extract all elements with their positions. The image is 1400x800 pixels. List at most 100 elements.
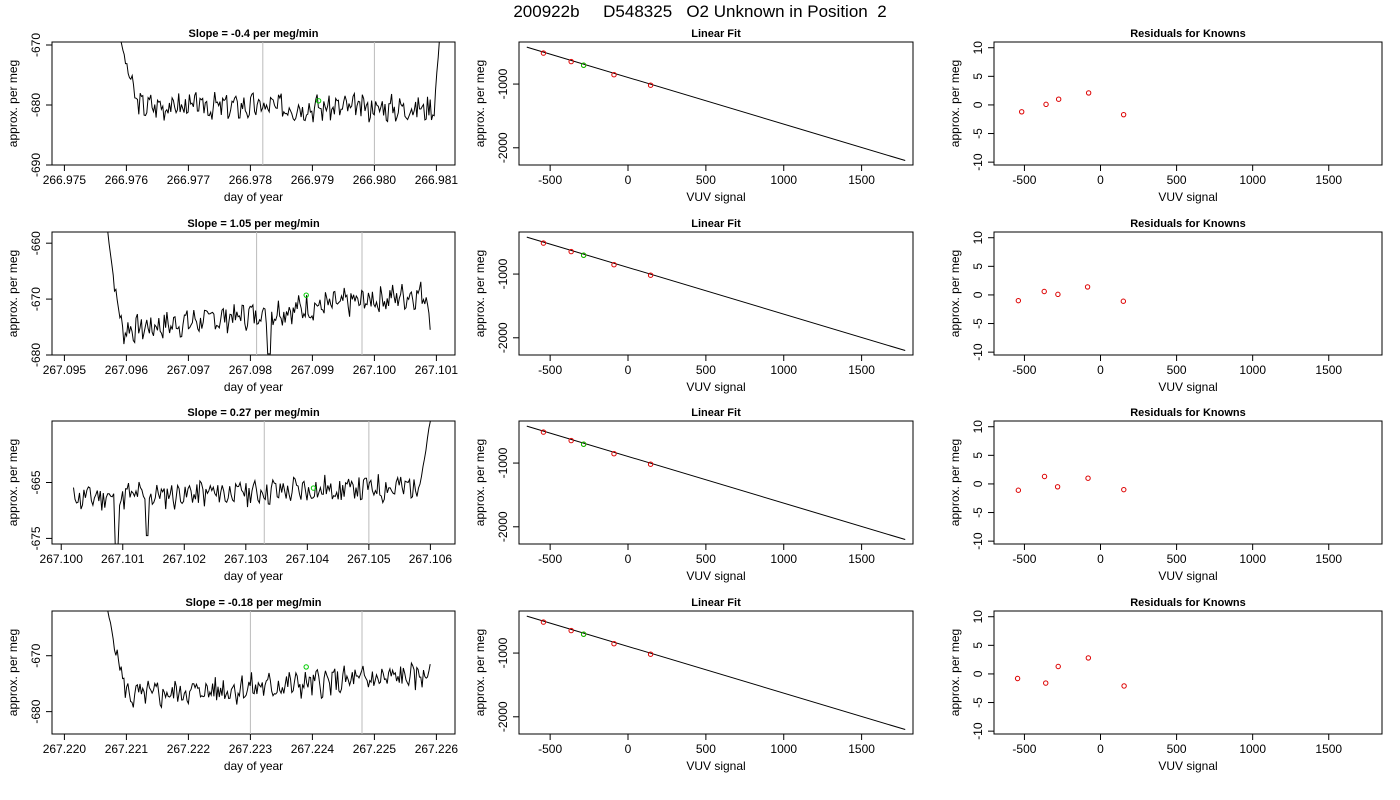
x-axis-label: VUV signal	[686, 190, 745, 204]
known-point	[540, 50, 547, 56]
plot-frame	[993, 420, 1383, 545]
y-tick-label: 5	[971, 642, 985, 649]
x-tick-label: 267.225	[353, 742, 397, 756]
x-tick-label: -500	[538, 742, 562, 756]
x-tick-label: 267.100	[353, 363, 397, 377]
y-tick-label: 10	[971, 420, 985, 434]
known-point	[647, 461, 654, 467]
x-tick-label: -500	[538, 363, 562, 377]
y-axis-label: approx. per meg	[948, 250, 962, 337]
x-tick-label: 267.103	[224, 552, 268, 566]
y-tick-label: -1000	[496, 68, 510, 99]
x-tick-label: -500	[538, 173, 562, 187]
plot-frame	[51, 231, 456, 356]
known-point	[647, 651, 654, 657]
unknown-point	[580, 252, 587, 258]
known-point	[1084, 284, 1091, 290]
x-tick-label: 267.226	[415, 742, 459, 756]
known-point	[611, 71, 617, 78]
y-tick-label: -660	[29, 231, 43, 255]
data-trace	[107, 611, 431, 709]
y-axis-label: approx. per meg	[473, 629, 487, 716]
panel-title: Residuals for Knowns	[1130, 28, 1246, 40]
y-tick-label: 0	[971, 670, 985, 677]
data-trace	[120, 42, 440, 123]
x-tick-label: 267.101	[101, 552, 145, 566]
known-point	[568, 437, 574, 444]
x-tick-label: 266.975	[43, 173, 87, 187]
y-tick-label: -675	[29, 526, 43, 550]
y-axis-label: approx. per meg	[473, 250, 487, 337]
panel-title: Linear Fit	[691, 218, 741, 230]
known-point	[1015, 297, 1022, 304]
fit-line	[526, 236, 906, 352]
x-tick-label: 500	[696, 173, 716, 187]
known-point	[1120, 111, 1127, 118]
y-tick-label: -1000	[496, 258, 510, 289]
y-tick-label: -680	[29, 93, 43, 117]
known-point	[540, 619, 547, 625]
x-tick-label: 1000	[770, 552, 797, 566]
y-tick-label: -10	[971, 722, 985, 740]
y-axis-label: approx. per meg	[473, 439, 487, 526]
x-tick-label: 1000	[1239, 173, 1266, 187]
unknown-point	[580, 441, 587, 447]
y-tick-label: 5	[971, 73, 985, 80]
plot-frame	[993, 610, 1383, 735]
panel-title: Residuals for Knowns	[1130, 218, 1246, 230]
x-tick-label: 0	[1097, 363, 1104, 377]
x-tick-label: 267.102	[163, 552, 207, 566]
y-axis-label: approx. per meg	[6, 60, 20, 147]
fit-line	[526, 615, 906, 731]
known-point	[1018, 109, 1025, 115]
unknown-point	[310, 485, 317, 491]
panel-title: Linear Fit	[691, 28, 741, 40]
x-tick-label: 267.221	[105, 742, 149, 756]
panel-title: Linear Fit	[691, 597, 741, 609]
known-point	[1014, 675, 1021, 682]
y-tick-label: -2000	[496, 511, 510, 542]
x-tick-label: 266.981	[415, 173, 459, 187]
y-axis-label: approx. per meg	[6, 629, 20, 716]
y-axis-label: approx. per meg	[6, 250, 20, 337]
y-axis-label: approx. per meg	[6, 439, 20, 526]
x-axis-label: VUV signal	[686, 380, 745, 394]
known-point	[1041, 473, 1048, 480]
x-tick-label: 1000	[1239, 363, 1266, 377]
y-tick-label: 5	[971, 263, 985, 270]
known-point	[611, 261, 617, 268]
x-tick-label: 267.224	[291, 742, 335, 756]
x-tick-label: 1500	[1315, 173, 1342, 187]
x-tick-label: 266.977	[167, 173, 211, 187]
panel-title: Residuals for Knowns	[1130, 597, 1246, 609]
unknown-point	[580, 62, 587, 68]
x-tick-label: -500	[538, 552, 562, 566]
x-tick-label: 500	[696, 742, 716, 756]
panel-title: Slope = -0.4 per meg/min	[189, 28, 319, 40]
x-tick-label: 0	[1097, 173, 1104, 187]
x-tick-label: 0	[625, 363, 632, 377]
y-tick-label: -2000	[496, 132, 510, 163]
y-tick-label: -10	[971, 343, 985, 361]
x-tick-label: 0	[625, 552, 632, 566]
y-tick-label: -10	[971, 153, 985, 171]
x-axis-label: day of year	[224, 380, 283, 394]
panel-title: Slope = 1.05 per meg/min	[187, 218, 320, 230]
x-tick-label: 267.101	[415, 363, 459, 377]
known-point	[540, 240, 547, 246]
unknown-point	[303, 292, 309, 298]
x-axis-label: VUV signal	[686, 759, 745, 773]
known-point	[1055, 291, 1061, 298]
x-tick-label: -500	[1012, 363, 1036, 377]
y-axis-label: approx. per meg	[948, 629, 962, 716]
x-tick-label: 1500	[848, 173, 875, 187]
y-tick-label: -1000	[496, 447, 510, 478]
x-tick-label: 266.979	[291, 173, 335, 187]
x-tick-label: 267.098	[229, 363, 273, 377]
y-tick-label: -690	[29, 153, 43, 177]
y-tick-label: -680	[29, 699, 43, 723]
known-point	[1043, 101, 1049, 108]
y-axis-label: approx. per meg	[948, 60, 962, 147]
known-point	[1121, 486, 1127, 493]
known-point	[540, 429, 547, 435]
